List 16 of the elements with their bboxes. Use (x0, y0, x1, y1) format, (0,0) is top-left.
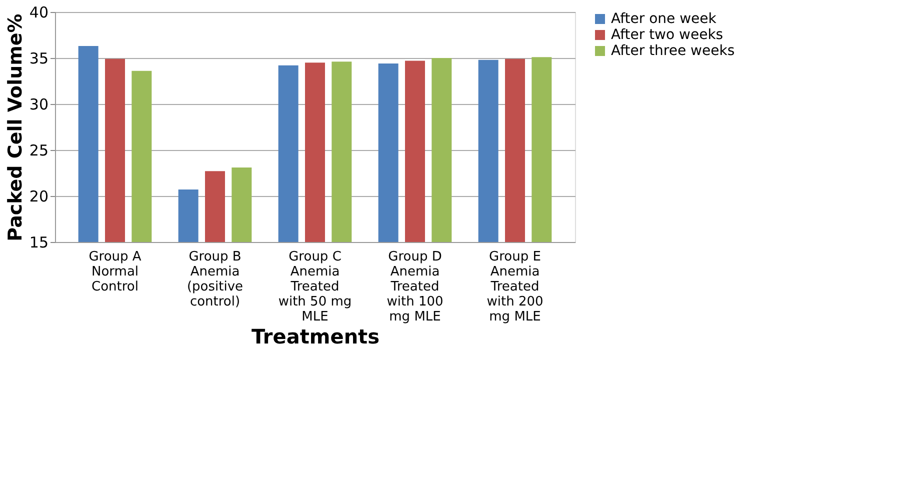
y-tick-label: 40 (29, 4, 48, 22)
y-tick-label: 35 (29, 50, 48, 68)
y-tick-label: 20 (29, 188, 48, 206)
x-axis-title: Treatments (251, 324, 380, 348)
x-tick-label: Group E Anemia Treated with 200 mg MLE (486, 250, 544, 324)
y-tick-label: 30 (29, 96, 48, 114)
y-axis-title: Packed Cell Volume% (4, 14, 26, 242)
x-tick-label: Group D Anemia Treated with 100 mg MLE (386, 250, 444, 324)
x-tick-label: Group B Anemia (positive control) (186, 250, 244, 310)
x-tick-label: Group C Anemia Treated with 50 mg MLE (278, 250, 352, 324)
legend-label: After three weeks (611, 43, 735, 59)
y-tick-label: 15 (29, 234, 48, 252)
legend-label: After one week (611, 11, 718, 27)
legend-label: After two weeks (611, 27, 724, 43)
y-tick-label: 25 (29, 142, 48, 160)
x-tick-label: Group A Normal Control (88, 250, 142, 294)
